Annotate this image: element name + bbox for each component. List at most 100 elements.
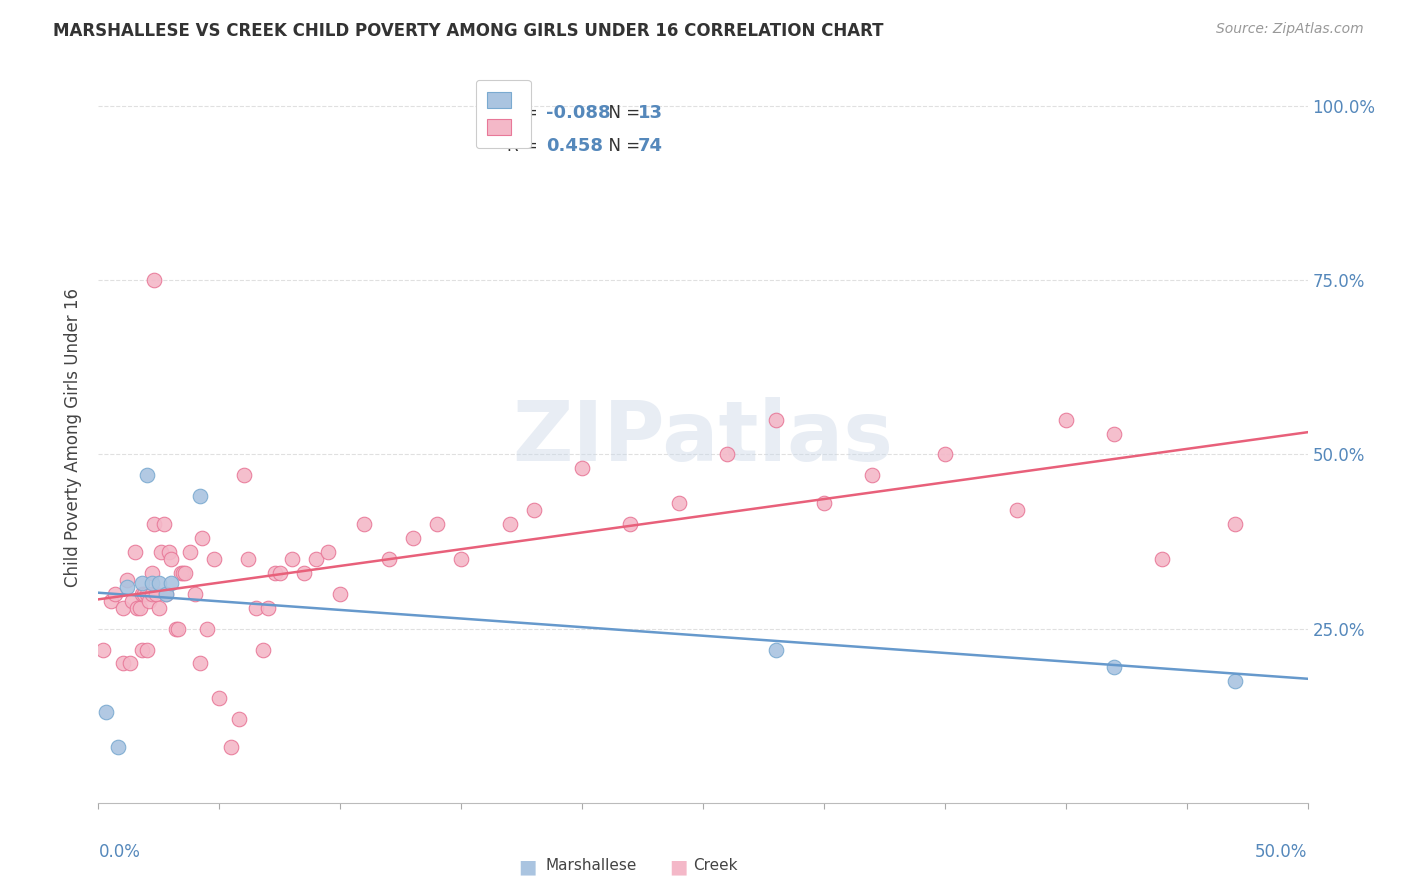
Point: [1223, 517, 1246, 532]
Point: [668, 496, 690, 510]
Point: [155, 587, 177, 601]
Point: [1223, 673, 1246, 688]
Point: [143, 273, 166, 287]
Point: [100, 594, 122, 608]
Point: [765, 642, 787, 657]
Point: [269, 566, 291, 580]
Point: [204, 552, 226, 566]
Point: [292, 566, 315, 580]
Text: 0.0%: 0.0%: [98, 843, 141, 861]
Point: [141, 587, 163, 601]
Text: ■: ■: [519, 858, 537, 877]
Point: [172, 566, 194, 580]
Point: [160, 576, 183, 591]
Y-axis label: Child Poverty Among Girls Under 16: Child Poverty Among Girls Under 16: [65, 287, 83, 587]
Legend: , : ,: [475, 79, 530, 148]
Text: 13: 13: [638, 104, 662, 122]
Point: [571, 461, 593, 475]
Point: [118, 657, 141, 671]
Point: [765, 412, 787, 426]
Point: [107, 740, 129, 755]
Point: [1102, 426, 1125, 441]
Point: [131, 576, 153, 591]
Point: [450, 552, 472, 566]
Point: [264, 566, 287, 580]
Text: ZIPatlas: ZIPatlas: [513, 397, 893, 477]
Text: R =: R =: [508, 137, 543, 155]
Point: [934, 448, 956, 462]
Point: [860, 468, 883, 483]
Point: [353, 517, 375, 532]
Text: N =: N =: [598, 137, 645, 155]
Point: [131, 587, 153, 601]
Point: [135, 468, 157, 483]
Point: [402, 531, 425, 545]
Point: [135, 642, 157, 657]
Point: [148, 576, 170, 591]
Point: [232, 468, 254, 483]
Point: [155, 587, 177, 601]
Text: N =: N =: [598, 104, 645, 122]
Point: [245, 600, 267, 615]
Text: ■: ■: [669, 858, 688, 877]
Point: [131, 642, 153, 657]
Point: [188, 657, 211, 671]
Text: -0.088: -0.088: [546, 104, 610, 122]
Point: [191, 531, 214, 545]
Point: [184, 587, 207, 601]
Point: [141, 566, 163, 580]
Point: [135, 587, 157, 601]
Point: [152, 517, 174, 532]
Point: [104, 587, 127, 601]
Point: [124, 545, 146, 559]
Point: [94, 705, 117, 719]
Point: [188, 489, 211, 503]
Text: 74: 74: [638, 137, 662, 155]
Point: [117, 580, 139, 594]
Point: [127, 600, 149, 615]
Text: Creek: Creek: [693, 858, 738, 872]
Point: [148, 600, 170, 615]
Point: [498, 517, 520, 532]
Point: [305, 552, 328, 566]
Text: Marshallese: Marshallese: [546, 858, 637, 872]
Point: [208, 691, 231, 706]
Point: [426, 517, 449, 532]
Point: [252, 642, 274, 657]
Point: [91, 642, 114, 657]
Point: [377, 552, 399, 566]
Text: R =: R =: [508, 104, 543, 122]
Point: [1102, 660, 1125, 674]
Point: [221, 740, 243, 755]
Point: [281, 552, 304, 566]
Point: [141, 576, 163, 591]
Point: [134, 587, 156, 601]
Point: [174, 566, 197, 580]
Point: [1007, 503, 1029, 517]
Point: [329, 587, 352, 601]
Point: [179, 545, 201, 559]
Point: [256, 600, 278, 615]
Point: [160, 552, 183, 566]
Point: [157, 545, 180, 559]
Point: [128, 600, 150, 615]
Point: [1152, 552, 1174, 566]
Text: Source: ZipAtlas.com: Source: ZipAtlas.com: [1216, 22, 1364, 37]
Point: [169, 566, 191, 580]
Point: [117, 573, 139, 587]
Text: MARSHALLESE VS CREEK CHILD POVERTY AMONG GIRLS UNDER 16 CORRELATION CHART: MARSHALLESE VS CREEK CHILD POVERTY AMONG…: [53, 22, 884, 40]
Point: [716, 448, 738, 462]
Point: [150, 545, 173, 559]
Point: [165, 622, 187, 636]
Point: [1054, 412, 1077, 426]
Point: [145, 587, 167, 601]
Point: [138, 594, 160, 608]
Text: 0.458: 0.458: [546, 137, 603, 155]
Point: [111, 657, 134, 671]
Point: [523, 503, 546, 517]
Point: [195, 622, 218, 636]
Point: [619, 517, 641, 532]
Text: 50.0%: 50.0%: [1256, 843, 1308, 861]
Point: [143, 517, 166, 532]
Point: [813, 496, 835, 510]
